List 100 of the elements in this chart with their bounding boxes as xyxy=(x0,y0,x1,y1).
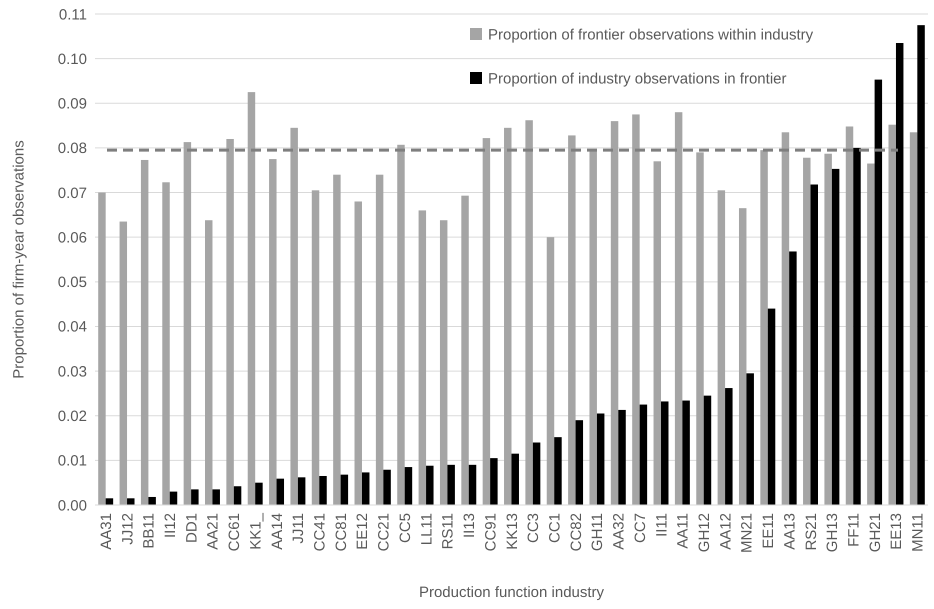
bar xyxy=(140,160,148,505)
bar xyxy=(120,222,128,505)
bar xyxy=(106,498,114,505)
bar xyxy=(447,464,455,505)
bar xyxy=(832,168,840,505)
bar xyxy=(298,477,306,505)
bar xyxy=(234,486,242,505)
x-tick-label: CC21 xyxy=(376,513,393,552)
bar xyxy=(532,442,540,505)
bar xyxy=(162,182,170,505)
bar xyxy=(340,474,348,505)
bar xyxy=(896,43,904,505)
x-tick-label: II13 xyxy=(461,513,478,538)
bar xyxy=(746,373,754,505)
x-tick-label: BB11 xyxy=(140,513,158,549)
x-tick-label: CC3 xyxy=(525,513,542,544)
x-tick-label: CC81 xyxy=(332,513,350,552)
bar xyxy=(312,190,320,505)
bar xyxy=(248,92,256,505)
bar xyxy=(576,420,584,505)
bar xyxy=(376,174,384,505)
bar xyxy=(404,467,412,505)
bar xyxy=(191,489,199,505)
bar xyxy=(468,464,476,505)
bar xyxy=(596,413,604,505)
bar xyxy=(718,190,726,505)
x-tick-label: RS21 xyxy=(802,513,820,551)
y-tick-label: 0.00 xyxy=(58,497,87,514)
bar xyxy=(640,404,648,505)
x-tick-label: AA32 xyxy=(610,513,628,550)
bar xyxy=(618,410,626,505)
x-tick-label: CC82 xyxy=(568,513,585,552)
bar xyxy=(910,132,918,505)
bar xyxy=(212,489,220,505)
x-tick-label: GH13 xyxy=(824,513,842,552)
y-axis-title: Proportion of firm-year observations xyxy=(10,140,28,379)
bar xyxy=(846,126,854,505)
bar xyxy=(333,174,341,505)
y-tick-label: 0.09 xyxy=(58,96,87,113)
x-tick-label: CC5 xyxy=(396,513,414,544)
legend-label: Proportion of frontier observations within industry xyxy=(488,26,814,44)
bar xyxy=(255,482,263,505)
x-tick-label: AA13 xyxy=(781,513,798,550)
bar xyxy=(610,121,618,505)
x-tick-label: GH11 xyxy=(589,513,606,552)
bar xyxy=(426,466,434,505)
bar xyxy=(696,152,704,505)
bar xyxy=(874,80,882,505)
bar xyxy=(383,470,391,505)
x-tick-label: RS11 xyxy=(440,513,457,550)
bar xyxy=(632,114,640,505)
x-tick-label: KK1_ xyxy=(247,512,264,550)
bar xyxy=(760,150,768,505)
bar xyxy=(440,220,448,505)
x-tick-label: LL11 xyxy=(418,513,436,546)
y-tick-label: 0.07 xyxy=(58,184,87,202)
x-tick-label: CC61 xyxy=(226,513,244,552)
bar xyxy=(205,220,212,505)
bar xyxy=(867,164,875,505)
bar xyxy=(738,208,746,505)
bar xyxy=(397,144,405,505)
bar xyxy=(170,492,178,505)
y-tick-label: 0.05 xyxy=(58,274,87,292)
bar xyxy=(226,138,234,505)
bar xyxy=(512,454,519,505)
bar xyxy=(725,388,733,505)
bar xyxy=(482,138,490,505)
bar xyxy=(782,132,790,505)
bar xyxy=(654,161,662,505)
x-tick-label: EE13 xyxy=(888,513,906,550)
x-tick-label: DD1 xyxy=(183,513,200,544)
bar xyxy=(768,308,776,505)
bar xyxy=(661,401,668,505)
bar xyxy=(127,498,135,505)
bar xyxy=(704,396,712,505)
bar xyxy=(362,472,370,505)
bar xyxy=(682,400,690,505)
x-tick-label: AA12 xyxy=(717,513,734,550)
bar xyxy=(554,437,562,505)
x-tick-label: EE11 xyxy=(760,513,778,549)
x-tick-label: GH21 xyxy=(866,513,884,552)
bar xyxy=(276,478,284,505)
x-tick-label: AA21 xyxy=(204,513,222,550)
bar xyxy=(418,210,426,505)
bar xyxy=(824,154,832,505)
bar xyxy=(525,120,533,505)
bar xyxy=(546,237,554,505)
x-tick-label: CC41 xyxy=(312,513,329,552)
bar xyxy=(98,192,106,505)
x-tick-label: CC7 xyxy=(632,513,649,544)
x-tick-label: II11 xyxy=(653,513,670,537)
x-tick-label: MN21 xyxy=(738,513,756,554)
y-tick-label: 0.03 xyxy=(58,363,87,380)
y-tick-label: 0.04 xyxy=(58,318,87,336)
bar xyxy=(269,159,277,505)
x-axis-title: Production function industry xyxy=(418,584,605,601)
bar xyxy=(148,496,156,505)
bar xyxy=(504,128,512,505)
x-tick-label: FF11 xyxy=(845,513,862,547)
x-tick-label: II12 xyxy=(162,513,180,538)
